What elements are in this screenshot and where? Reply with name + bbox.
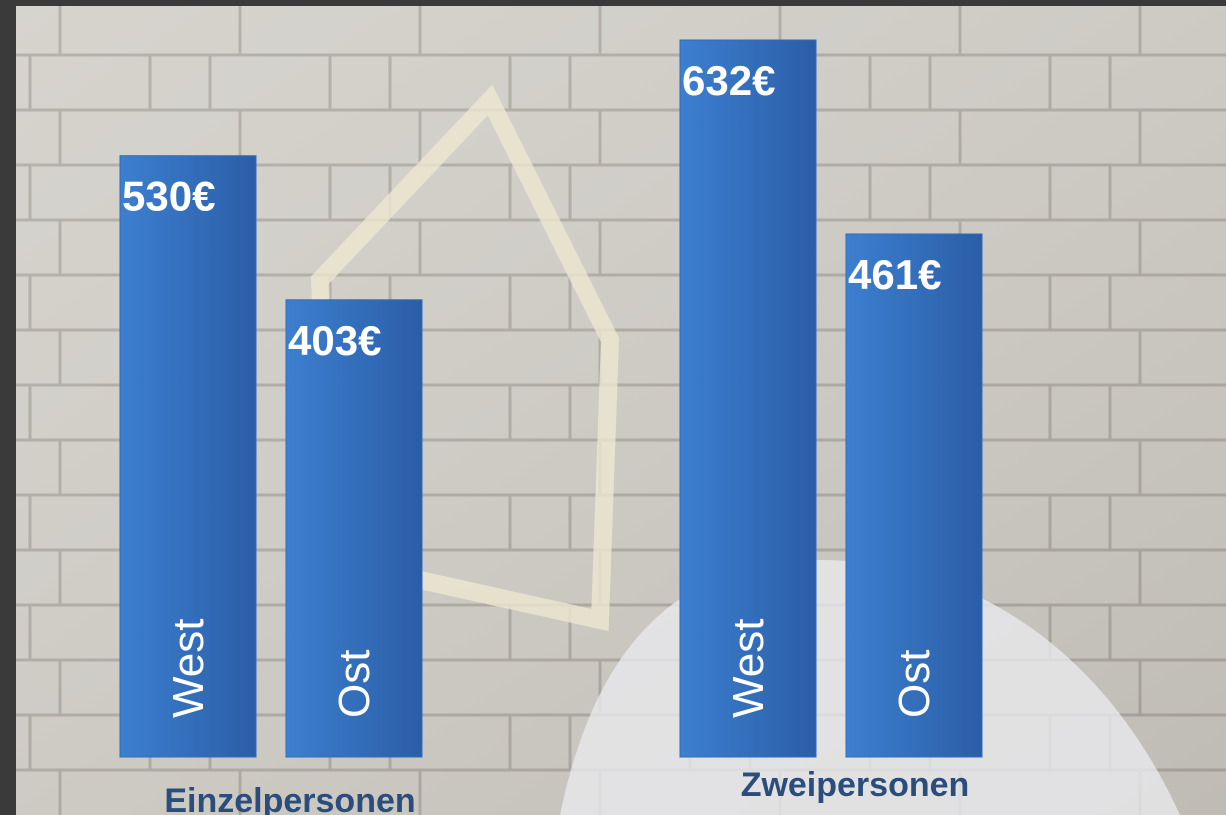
bar — [285, 299, 423, 758]
value-label: 461€ — [848, 251, 941, 298]
series-label: West — [164, 619, 213, 718]
value-label: 632€ — [682, 57, 775, 104]
category-label: Zweipersonen — [741, 766, 970, 804]
value-label: 530€ — [122, 173, 215, 220]
series-label: Ost — [890, 650, 939, 718]
bar — [679, 39, 817, 758]
value-label: 403€ — [288, 317, 381, 364]
bar — [119, 155, 257, 758]
series-label: Ost — [330, 650, 379, 718]
bar — [845, 233, 983, 758]
series-label: West — [724, 619, 773, 718]
category-label: Einzelpersonen — [164, 782, 415, 815]
